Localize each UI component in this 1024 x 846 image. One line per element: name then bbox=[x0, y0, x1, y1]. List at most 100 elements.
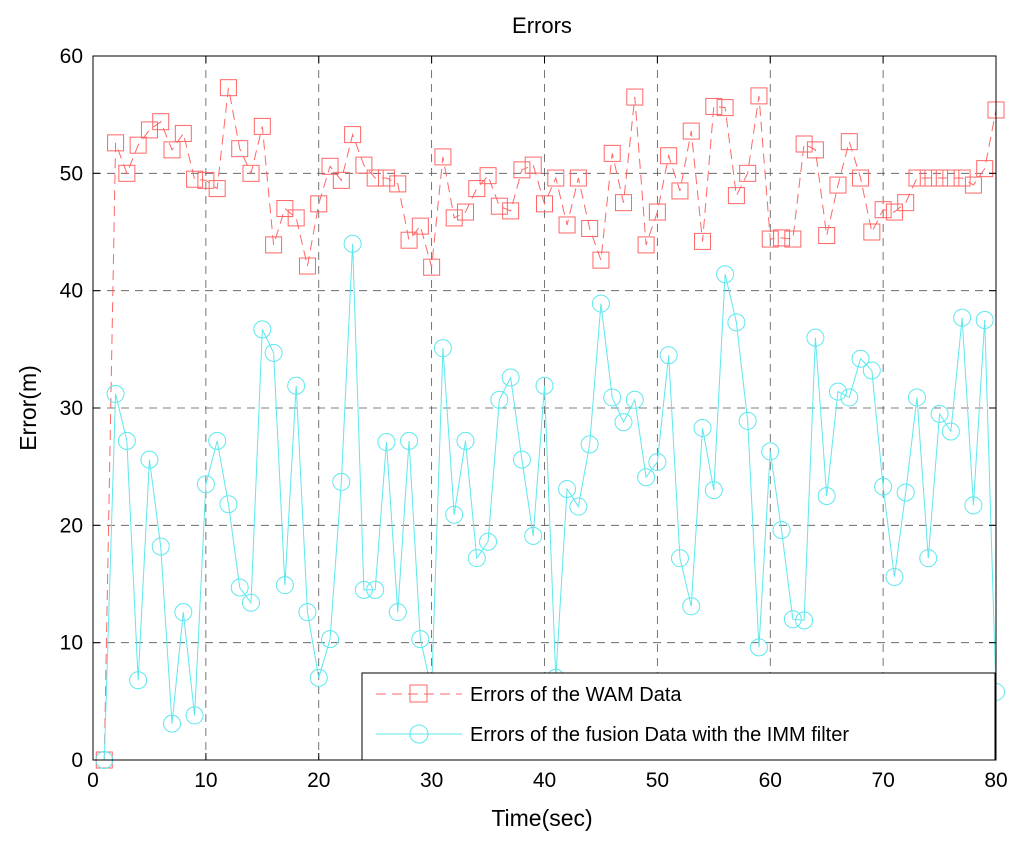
data-point bbox=[332, 171, 350, 189]
data-point bbox=[580, 435, 599, 454]
data-point bbox=[682, 597, 701, 616]
x-tick-label: 30 bbox=[420, 769, 443, 792]
y-tick-label: 0 bbox=[71, 749, 83, 772]
data-point bbox=[479, 532, 498, 551]
data-point bbox=[242, 164, 260, 182]
data-point bbox=[569, 169, 587, 187]
data-point bbox=[309, 668, 328, 687]
data-point bbox=[467, 549, 486, 568]
data-point bbox=[907, 388, 926, 407]
data-point bbox=[163, 141, 181, 159]
data-point bbox=[716, 99, 734, 117]
data-point bbox=[298, 257, 316, 275]
data-point bbox=[896, 483, 915, 502]
data-point bbox=[919, 169, 937, 187]
data-point bbox=[829, 176, 847, 194]
data-point bbox=[140, 450, 159, 469]
data-point bbox=[874, 477, 893, 496]
data-point bbox=[591, 294, 610, 313]
data-point bbox=[784, 230, 802, 248]
y-tick-label: 20 bbox=[60, 514, 83, 537]
x-tick-label: 10 bbox=[194, 769, 217, 792]
x-tick-label: 20 bbox=[307, 769, 330, 792]
data-point bbox=[253, 320, 272, 339]
data-point bbox=[817, 487, 836, 505]
data-point bbox=[749, 638, 768, 657]
data-point bbox=[694, 232, 712, 250]
data-point bbox=[400, 231, 418, 249]
x-tick-label: 0 bbox=[87, 769, 99, 792]
data-point bbox=[174, 603, 193, 622]
data-point bbox=[919, 549, 938, 568]
x-axis-label: Time(sec) bbox=[491, 805, 592, 831]
data-point bbox=[941, 422, 960, 441]
data-point bbox=[670, 549, 689, 568]
data-point bbox=[502, 202, 520, 220]
data-point bbox=[852, 169, 870, 187]
data-point bbox=[615, 194, 633, 212]
y-tick-label: 40 bbox=[60, 280, 83, 303]
y-tick-label: 50 bbox=[60, 162, 83, 185]
data-point bbox=[660, 147, 678, 165]
data-point bbox=[344, 126, 362, 144]
data-point bbox=[388, 603, 407, 622]
data-point bbox=[569, 497, 588, 516]
data-point bbox=[535, 376, 554, 395]
data-point bbox=[975, 311, 994, 329]
data-point bbox=[513, 161, 531, 179]
legend-box bbox=[361, 672, 996, 761]
data-point bbox=[863, 223, 881, 241]
data-point bbox=[953, 308, 972, 327]
data-point bbox=[196, 475, 215, 494]
data-point bbox=[354, 580, 373, 599]
data-point bbox=[321, 630, 340, 649]
data-point bbox=[603, 388, 622, 407]
data-point bbox=[411, 630, 430, 649]
data-point bbox=[536, 195, 553, 213]
data-point bbox=[152, 113, 170, 131]
data-point bbox=[648, 203, 666, 221]
data-point bbox=[490, 390, 509, 409]
data-point bbox=[671, 182, 689, 200]
data-point bbox=[783, 610, 802, 629]
data-point bbox=[501, 368, 520, 387]
x-tick-label: 40 bbox=[533, 769, 556, 792]
data-point bbox=[174, 124, 192, 142]
data-point bbox=[524, 526, 543, 545]
data-point bbox=[129, 136, 147, 154]
data-point bbox=[400, 431, 419, 450]
data-point bbox=[862, 361, 881, 380]
data-point bbox=[705, 97, 723, 115]
data-point bbox=[377, 169, 395, 187]
legend-label-imm: Errors of the fusion Data with the IMM f… bbox=[470, 724, 849, 746]
data-point bbox=[208, 180, 226, 198]
legend-marker-wam bbox=[409, 684, 428, 703]
legend: Errors of the WAM Data Errors of the fus… bbox=[361, 672, 996, 761]
legend-entry-wam: Errors of the WAM Data bbox=[376, 684, 682, 706]
legend-entry-imm: Errors of the fusion Data with the IMM f… bbox=[376, 724, 849, 746]
data-point bbox=[264, 343, 283, 362]
data-point bbox=[298, 603, 317, 622]
series-line bbox=[103, 243, 997, 761]
data-point bbox=[976, 160, 994, 178]
data-point bbox=[897, 194, 915, 212]
data-point bbox=[659, 346, 678, 365]
data-point bbox=[693, 418, 712, 437]
data-point bbox=[626, 88, 644, 106]
data-point bbox=[840, 133, 858, 151]
data-point bbox=[547, 169, 565, 187]
data-point bbox=[129, 671, 148, 690]
data-point bbox=[163, 714, 182, 733]
data-point bbox=[806, 141, 824, 159]
y-axis-label: Error(m) bbox=[15, 365, 41, 451]
data-point bbox=[795, 611, 814, 630]
data-point bbox=[253, 117, 271, 135]
data-point bbox=[276, 200, 294, 218]
data-point bbox=[151, 537, 170, 556]
data-point bbox=[434, 148, 452, 166]
data-point bbox=[310, 195, 328, 213]
data-point bbox=[456, 431, 475, 450]
data-point bbox=[366, 580, 385, 599]
data-point bbox=[423, 258, 441, 276]
